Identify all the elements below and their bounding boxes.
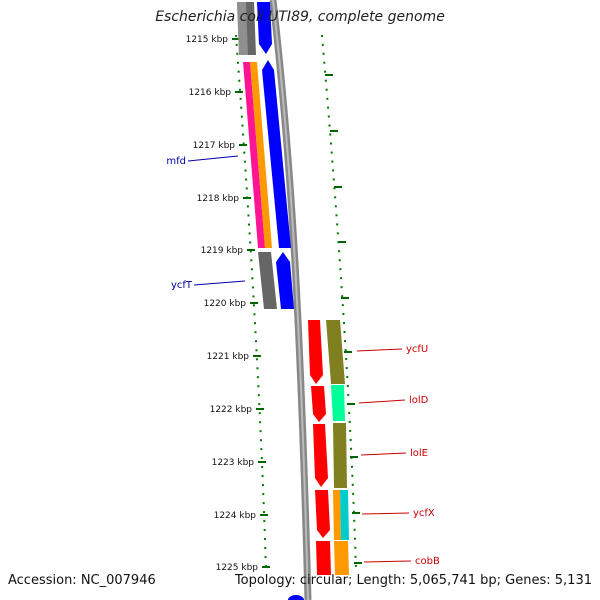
cobb-leader — [363, 560, 412, 563]
gene-block-olive-ycfu — [326, 320, 345, 384]
gene-block-grey-ycft — [258, 252, 277, 309]
gene-block-grey-top-shade — [237, 2, 248, 55]
gene-label-lold[interactable]: lolD — [409, 395, 429, 406]
kbp-label: 1223 kbp — [212, 458, 255, 468]
genome-summary: Topology: circular; Length: 5,065,741 bp… — [234, 573, 592, 588]
gene-arrow-blue-ycft — [276, 252, 294, 309]
gene-block-orange-cobb — [334, 541, 349, 575]
kbp-label: 1220 kbp — [204, 299, 247, 309]
right-scale-dots — [321, 34, 357, 571]
genome-backbone-highlight — [272, 0, 309, 600]
gene-label-lole[interactable]: lolE — [410, 448, 428, 459]
kbp-label: 1225 kbp — [216, 563, 259, 573]
ycfu-leader — [356, 348, 403, 352]
gene-arrow-red-lold — [311, 386, 326, 422]
kbp-label: 1222 kbp — [210, 405, 253, 415]
gene-block-cyan-ycfx — [340, 490, 349, 540]
gene-arrow-blue-mfd — [262, 60, 291, 248]
gene-arrow-red-lole — [313, 424, 328, 487]
gene-label-cobb[interactable]: cobB — [415, 556, 440, 567]
gene-label-ycfx[interactable]: ycfX — [413, 508, 435, 519]
gene-arrow-blue-bottom — [288, 595, 304, 600]
ycft-leader — [193, 280, 246, 286]
lold-leader — [358, 399, 406, 404]
gene-block-orange-ycfx — [333, 490, 341, 540]
gene-arrow-red-ycfx — [315, 490, 330, 538]
gene-block-mint-lold — [331, 385, 345, 421]
genome-title: Escherichia coli UTI89, complete genome — [155, 9, 445, 25]
kbp-label: 1218 kbp — [197, 194, 240, 204]
gene-label-ycfu[interactable]: ycfU — [406, 344, 428, 355]
kbp-label: 1217 kbp — [193, 141, 236, 151]
kbp-label: 1216 kbp — [189, 88, 232, 98]
gene-block-pink-mfd — [243, 62, 265, 248]
lole-leader — [360, 452, 407, 456]
gene-block-orange-mfd — [250, 62, 272, 248]
gene-block-olive-lole — [333, 423, 347, 488]
kbp-label: 1219 kbp — [201, 246, 244, 256]
kbp-label: 1221 kbp — [207, 352, 250, 362]
kbp-label: 1215 kbp — [186, 35, 229, 45]
gene-label-mfd[interactable]: mfd — [166, 156, 186, 167]
gene-label-ycft[interactable]: ycfT — [171, 280, 193, 291]
gene-arrow-red-cobb — [316, 541, 331, 575]
gene-arrow-blue-top — [257, 2, 272, 54]
accession-label: Accession: NC_007946 — [8, 573, 156, 588]
ycfx-leader — [361, 512, 410, 515]
mfd-leader — [187, 155, 239, 162]
kbp-label: 1224 kbp — [214, 511, 257, 521]
gene-arrow-red-ycfu — [308, 320, 323, 384]
